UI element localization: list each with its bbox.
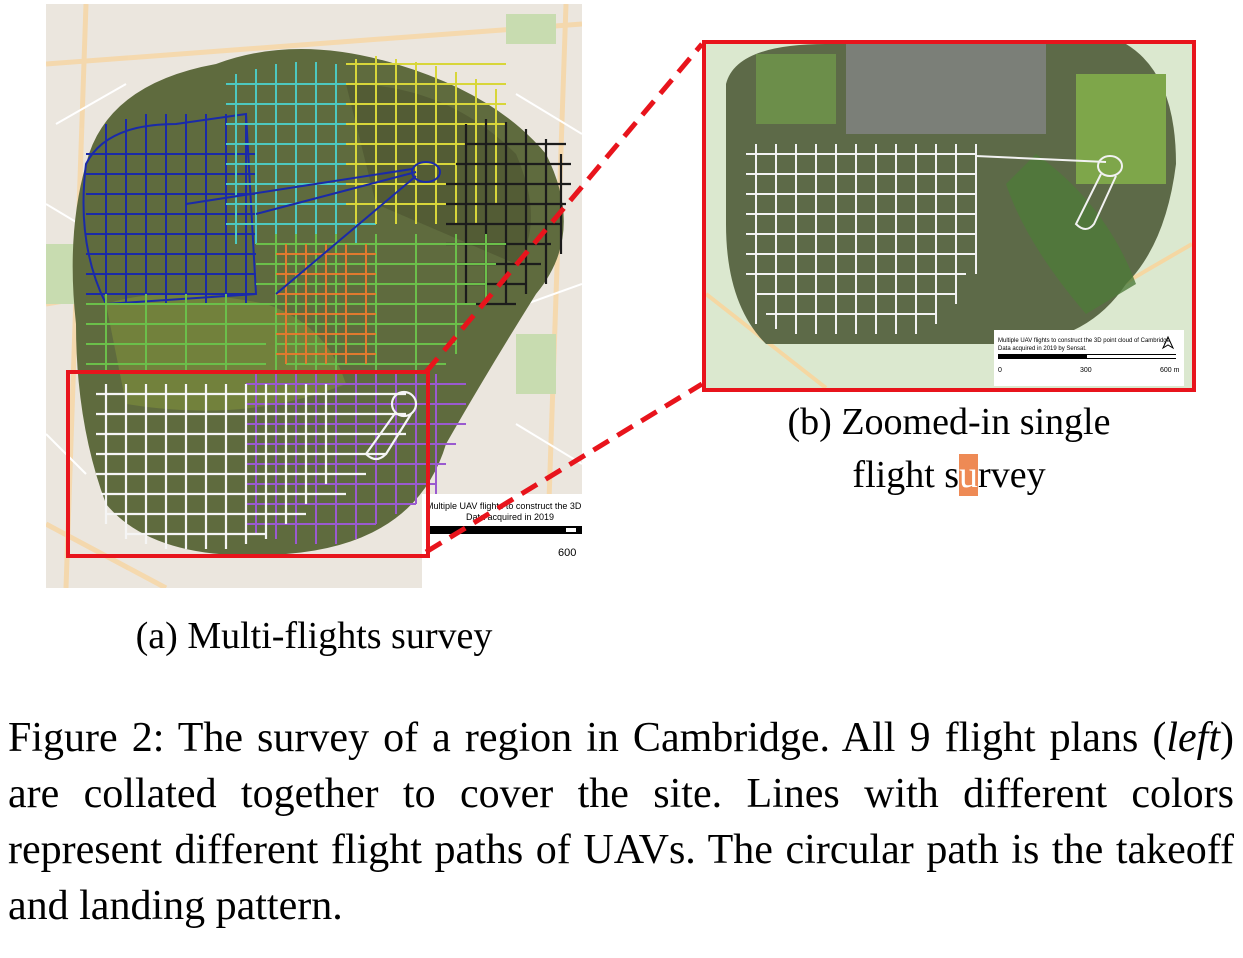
single-flight-path — [746, 144, 1123, 334]
highlighted-letter: u — [959, 454, 979, 496]
panel-b-caption: (b) Zoomed-in single flight survey — [702, 400, 1196, 497]
flight-path-orange — [276, 244, 376, 364]
map-note-line2: Data acquired in 2019 — [466, 512, 554, 522]
single-flight-map: Multiple UAV flights to construct the 3D… — [702, 40, 1196, 392]
panel-a-caption-text: (a) Multi-flights survey — [135, 615, 493, 657]
panel-b-caption-line1: (b) Zoomed-in single — [787, 401, 1111, 443]
figure-caption-part2: ) are collated together to cover the sit… — [8, 715, 1234, 929]
zoom-note-line1: Multiple UAV flights to construct the 3D… — [998, 338, 1171, 344]
zoom-note-line2: Data acquired in 2019 by Sensat. — [998, 346, 1087, 352]
flight-path-cyan — [226, 62, 376, 244]
flight-path-blue — [82, 112, 258, 306]
scale-label-600: 600 — [558, 547, 576, 559]
single-flight-map-graphic: Multiple UAV flights to construct the 3D… — [706, 44, 1192, 388]
scale-0: 0 — [998, 367, 1002, 374]
panel-b-caption-line2: flight survey — [702, 453, 1196, 497]
north-arrow-icon — [1161, 335, 1175, 350]
scale-300: 300 — [1080, 367, 1092, 374]
connector-bottom — [424, 381, 704, 555]
figure-label: Figure 2: — [8, 715, 165, 761]
panel-a-caption: (a) Multi-flights survey — [46, 614, 582, 658]
figure-caption-part1: The survey of a region in Cambridge. All… — [177, 715, 1167, 761]
panel-b-caption-line2-pre: flight s — [852, 454, 960, 496]
figure-caption: Figure 2: The survey of a region in Camb… — [8, 710, 1234, 934]
flight-path-white — [96, 384, 418, 549]
figure-caption-italic: left — [1166, 715, 1220, 761]
panel-b-caption-line2-post: rvey — [978, 454, 1046, 496]
connector-top — [424, 42, 704, 374]
zoom-source-frame — [66, 370, 430, 558]
scale-600m: 600 m — [1160, 367, 1180, 374]
